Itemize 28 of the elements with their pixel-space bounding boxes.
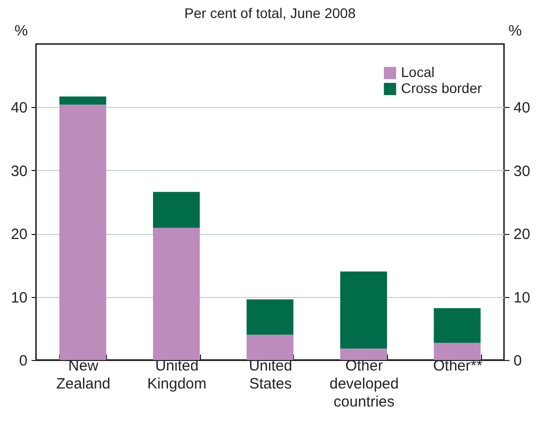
- bar: [434, 342, 481, 360]
- x-tick-label: United Kingdom: [147, 358, 206, 392]
- y2-tick-label: 0: [514, 352, 522, 370]
- y-tick-label: 30: [10, 162, 28, 180]
- y-axis-title: %: [14, 22, 28, 40]
- legend-label: Local: [401, 64, 434, 80]
- y-tick-label: 10: [10, 289, 28, 306]
- y2-tick-label: 40: [514, 100, 530, 117]
- y2-tick-label: 30: [514, 162, 530, 180]
- bar: [246, 334, 294, 360]
- bar: [434, 308, 481, 343]
- bar: [59, 96, 106, 105]
- x-tick-label: New Zealand: [56, 358, 110, 392]
- y-tick-label: 20: [10, 226, 28, 244]
- x-tick-label: United States: [248, 358, 292, 392]
- chart-title: Per cent of total, June 2008: [184, 5, 356, 21]
- bar: [246, 299, 294, 335]
- bar: [59, 104, 106, 360]
- y2-axis-title: %: [508, 22, 522, 40]
- y2-tick-label: 10: [514, 289, 530, 306]
- legend-label: Cross border: [401, 80, 482, 96]
- y2-tick-label: 20: [514, 226, 530, 244]
- bar: [153, 228, 200, 360]
- bar: [340, 272, 387, 349]
- bar: [153, 192, 200, 228]
- y-tick-label: 40: [10, 100, 28, 117]
- y-tick-label: 0: [19, 352, 28, 370]
- bar: [340, 348, 387, 360]
